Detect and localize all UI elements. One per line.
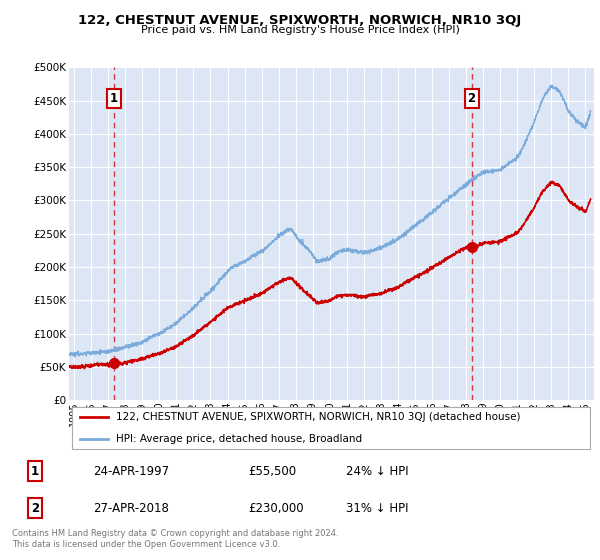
Text: 24% ↓ HPI: 24% ↓ HPI xyxy=(346,465,409,478)
Text: 31% ↓ HPI: 31% ↓ HPI xyxy=(346,502,409,515)
Text: HPI: Average price, detached house, Broadland: HPI: Average price, detached house, Broa… xyxy=(116,435,362,444)
FancyBboxPatch shape xyxy=(71,407,590,449)
Text: Contains HM Land Registry data © Crown copyright and database right 2024.
This d: Contains HM Land Registry data © Crown c… xyxy=(12,529,338,549)
Text: £230,000: £230,000 xyxy=(248,502,304,515)
Text: Price paid vs. HM Land Registry's House Price Index (HPI): Price paid vs. HM Land Registry's House … xyxy=(140,25,460,35)
Text: 1: 1 xyxy=(31,465,39,478)
Text: 2: 2 xyxy=(467,92,476,105)
Text: 24-APR-1997: 24-APR-1997 xyxy=(92,465,169,478)
Text: 122, CHESTNUT AVENUE, SPIXWORTH, NORWICH, NR10 3QJ (detached house): 122, CHESTNUT AVENUE, SPIXWORTH, NORWICH… xyxy=(116,412,521,422)
Text: 27-APR-2018: 27-APR-2018 xyxy=(92,502,169,515)
Text: 2: 2 xyxy=(31,502,39,515)
Text: 122, CHESTNUT AVENUE, SPIXWORTH, NORWICH, NR10 3QJ: 122, CHESTNUT AVENUE, SPIXWORTH, NORWICH… xyxy=(79,14,521,27)
Text: £55,500: £55,500 xyxy=(248,465,296,478)
Text: 1: 1 xyxy=(110,92,118,105)
